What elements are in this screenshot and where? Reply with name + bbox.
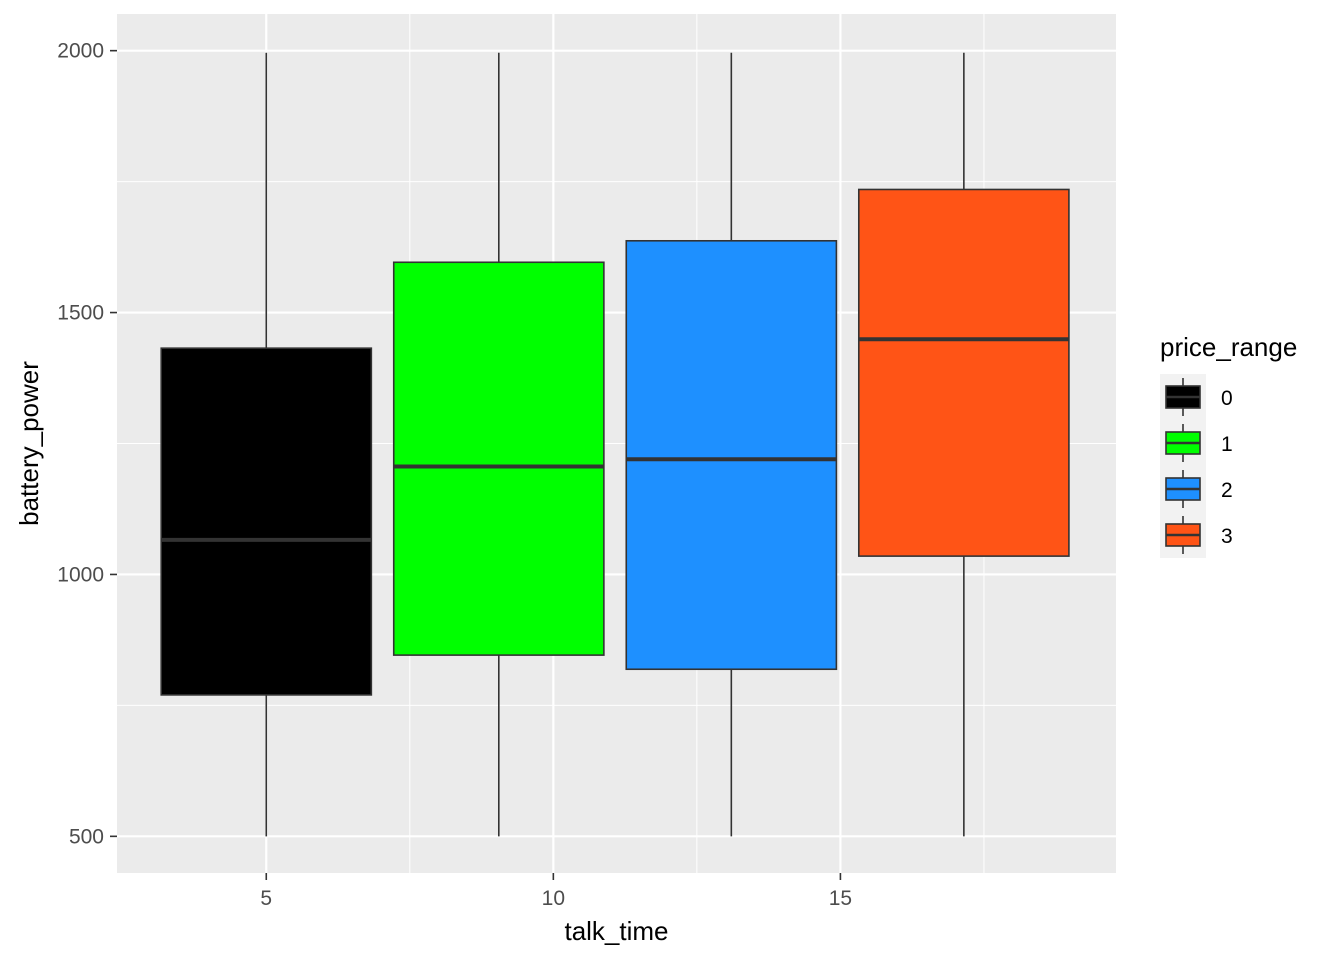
x-axis: 5 10 15 — [260, 873, 852, 910]
box-group-2 — [625, 52, 838, 837]
box — [160, 347, 373, 696]
legend-label: 0 — [1221, 387, 1233, 410]
legend-label: 1 — [1221, 433, 1233, 456]
legend-key-1: 1 — [1160, 420, 1233, 466]
box-series — [160, 52, 1070, 837]
legend-key-2: 2 — [1160, 466, 1233, 512]
x-tick-label: 10 — [542, 887, 565, 910]
legend: price_range 0 1 2 3 — [1160, 332, 1297, 558]
box — [625, 239, 838, 671]
x-tick-label: 15 — [829, 887, 852, 910]
x-axis-title: talk_time — [564, 916, 668, 946]
box-group-1 — [392, 52, 605, 837]
y-tick-label: 1000 — [57, 563, 104, 586]
legend-title: price_range — [1160, 332, 1297, 362]
y-tick-label: 500 — [69, 825, 104, 848]
legend-label: 3 — [1221, 525, 1233, 548]
y-tick-label: 2000 — [57, 40, 104, 63]
y-tick-label: 1500 — [57, 302, 104, 325]
box — [857, 188, 1070, 557]
box-group-3 — [857, 52, 1070, 837]
box-group-0 — [160, 52, 373, 837]
legend-key-3: 3 — [1160, 512, 1233, 558]
box — [392, 261, 605, 656]
legend-label: 2 — [1221, 479, 1233, 502]
x-tick-label: 5 — [260, 887, 272, 910]
y-axis-title: battery_power — [14, 361, 44, 526]
legend-key-0: 0 — [1160, 374, 1233, 420]
y-axis: 500 1000 1500 2000 — [57, 40, 117, 848]
